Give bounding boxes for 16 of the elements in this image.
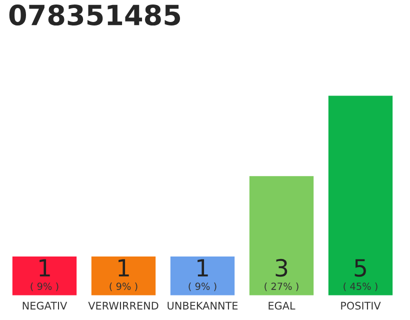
data-label: 1 bbox=[118, 259, 129, 276]
data-label: 1 bbox=[198, 259, 208, 276]
data-label: 5 bbox=[354, 259, 366, 277]
x-tick-label: UNBEKANNTE bbox=[168, 302, 238, 310]
chart-title: 078351485 bbox=[9, 4, 180, 26]
annotation: ( 9% ) bbox=[30, 282, 58, 292]
annotation: ( 45% ) bbox=[344, 282, 378, 292]
x-tick-label: VERWIRREND bbox=[88, 302, 158, 310]
x-tick-label: EGAL bbox=[268, 302, 296, 310]
data-label: 3 bbox=[276, 258, 288, 277]
annotation: ( 9% ) bbox=[110, 282, 138, 292]
annotation: ( 9% ) bbox=[188, 282, 216, 292]
data-label: 1 bbox=[40, 259, 50, 276]
annotation: ( 27% ) bbox=[264, 282, 298, 292]
x-tick-label: NEGATIV bbox=[22, 302, 68, 310]
x-tick-label: POSITIV bbox=[341, 302, 381, 310]
